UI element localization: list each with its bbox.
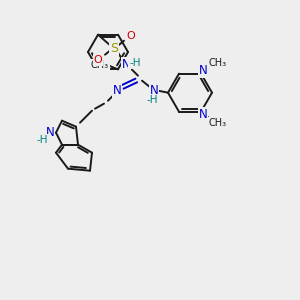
Text: N: N bbox=[112, 84, 122, 97]
Text: N: N bbox=[46, 126, 54, 139]
Text: -H: -H bbox=[36, 135, 48, 145]
Text: -H: -H bbox=[146, 95, 158, 105]
Text: O: O bbox=[94, 55, 102, 65]
Text: N: N bbox=[122, 58, 130, 71]
Text: CH₃: CH₃ bbox=[209, 118, 227, 128]
Text: CH₃: CH₃ bbox=[91, 60, 109, 70]
Text: S: S bbox=[110, 42, 118, 55]
Text: CH₃: CH₃ bbox=[209, 58, 227, 68]
Text: N: N bbox=[199, 64, 207, 77]
Text: N: N bbox=[150, 84, 158, 97]
Text: N: N bbox=[199, 108, 207, 121]
Text: O: O bbox=[127, 31, 135, 41]
Text: -H: -H bbox=[129, 58, 141, 68]
